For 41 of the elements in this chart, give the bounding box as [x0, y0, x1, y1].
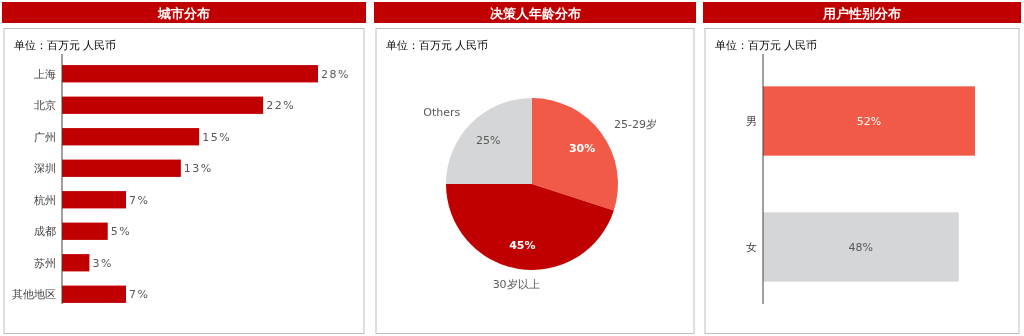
chart-title: 决策人年龄分布: [489, 5, 581, 21]
bar: [62, 254, 90, 272]
data-label: 52%: [856, 115, 882, 128]
bar: [62, 222, 108, 240]
bar: [62, 65, 318, 83]
chart-title: 用户性别分布: [822, 5, 901, 21]
y-tick-label: 北京: [34, 99, 56, 113]
bar: [62, 191, 126, 209]
data-label: 28%: [321, 67, 350, 81]
chart-title: 城市分布: [157, 5, 210, 21]
data-label: 25%: [475, 134, 501, 148]
bar: [62, 96, 264, 114]
slice-label: 30岁以上: [492, 278, 540, 292]
slice-label: 25-29岁: [614, 118, 658, 132]
bar: [62, 159, 181, 177]
data-label: 48%: [848, 241, 874, 254]
y-tick-label: 女: [746, 241, 757, 254]
y-tick-label: 苏州: [34, 256, 56, 270]
bar: [62, 285, 126, 303]
y-tick-label: 其他地区: [12, 288, 56, 302]
data-label: 22%: [266, 99, 296, 113]
y-tick-label: 深圳: [34, 162, 56, 176]
y-tick-label: 男: [746, 115, 757, 128]
pie-slice: [446, 184, 614, 270]
data-label: 5%: [110, 225, 132, 239]
y-tick-label: 广州: [34, 130, 56, 144]
data-label: 3%: [92, 256, 113, 270]
slice-label: Others: [423, 106, 461, 120]
y-tick-label: 杭州: [33, 193, 56, 207]
y-tick-label: 成都: [34, 225, 56, 239]
bar: [62, 128, 200, 146]
data-label: 15%: [202, 130, 232, 144]
data-label: 7%: [129, 288, 150, 302]
chart-subtitle: 单位：百万元 人民币: [715, 39, 818, 51]
chart-subtitle: 单位：百万元 人民币: [386, 39, 489, 51]
y-tick-label: 上海: [34, 67, 56, 81]
data-label: 13%: [183, 162, 213, 176]
data-label: 30%: [568, 141, 596, 155]
data-label: 7%: [129, 193, 150, 207]
chart-subtitle: 单位：百万元 人民币: [14, 39, 117, 51]
data-label: 45%: [509, 239, 536, 253]
